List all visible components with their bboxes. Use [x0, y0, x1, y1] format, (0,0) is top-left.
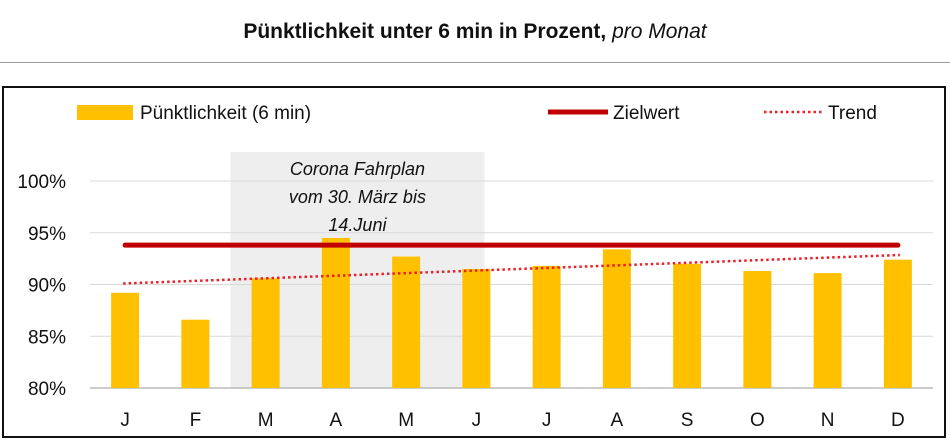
x-tick-label: D [891, 410, 905, 431]
x-tick-label: J [472, 410, 482, 431]
chart-title-main: Pünktlichkeit unter 6 min in Prozent, [243, 20, 607, 43]
x-tick-label: O [750, 410, 765, 431]
bar-3 [251, 278, 280, 388]
x-tick-label: A [611, 410, 624, 431]
x-tick-label: F [190, 410, 202, 431]
chart-frame [2, 86, 946, 438]
annotation-text-line: Corona Fahrplan [290, 159, 425, 179]
x-tick-label: M [258, 410, 274, 431]
legend-bar-label: Pünktlichkeit (6 min) [140, 103, 311, 124]
legend-trend-label: Trend [828, 103, 877, 124]
y-tick-label: 95% [28, 224, 66, 245]
axis-layer: 100% 95% 90% 85% 80% J F M A M J J A S O N D [17, 172, 904, 431]
chart-title: Pünktlichkeit unter 6 min in Prozent, pr… [0, 0, 950, 62]
grid-layer [90, 180, 933, 389]
y-tick-label: 85% [28, 327, 66, 348]
x-tick-label: M [398, 410, 414, 431]
bar-7 [532, 265, 561, 388]
chart-title-sub: pro Monat [612, 20, 707, 43]
y-tick-label: 100% [17, 172, 66, 193]
legend-bar-swatch [77, 105, 133, 120]
x-tick-label: J [542, 410, 552, 431]
bar-11 [813, 273, 842, 388]
bar-layer [111, 237, 912, 388]
bar-4 [321, 237, 350, 388]
legend-target-label: Zielwert [613, 103, 680, 124]
y-tick-label: 90% [28, 276, 66, 297]
annotation-layer: Corona Fahrplan vom 30. März bis 14.Juni [289, 159, 426, 235]
legend-layer: Pünktlichkeit (6 min) Zielwert Trend [77, 103, 877, 124]
title-divider [0, 62, 950, 63]
x-tick-label: S [681, 410, 694, 431]
bar-5 [392, 256, 421, 388]
bar-6 [462, 268, 491, 388]
bar-1 [111, 292, 140, 388]
line-layer [122, 242, 901, 285]
bar-8 [602, 249, 631, 388]
bar-2 [181, 319, 210, 388]
x-tick-label: J [120, 410, 130, 431]
bar-9 [673, 263, 702, 388]
annotation-text-line: vom 30. März bis [289, 187, 426, 207]
bar-10 [743, 271, 772, 388]
x-tick-label: N [821, 410, 835, 431]
annotation-text-line: 14.Juni [328, 215, 387, 235]
bar-12 [883, 259, 912, 388]
y-tick-label: 80% [28, 379, 66, 400]
x-tick-label: A [330, 410, 343, 431]
